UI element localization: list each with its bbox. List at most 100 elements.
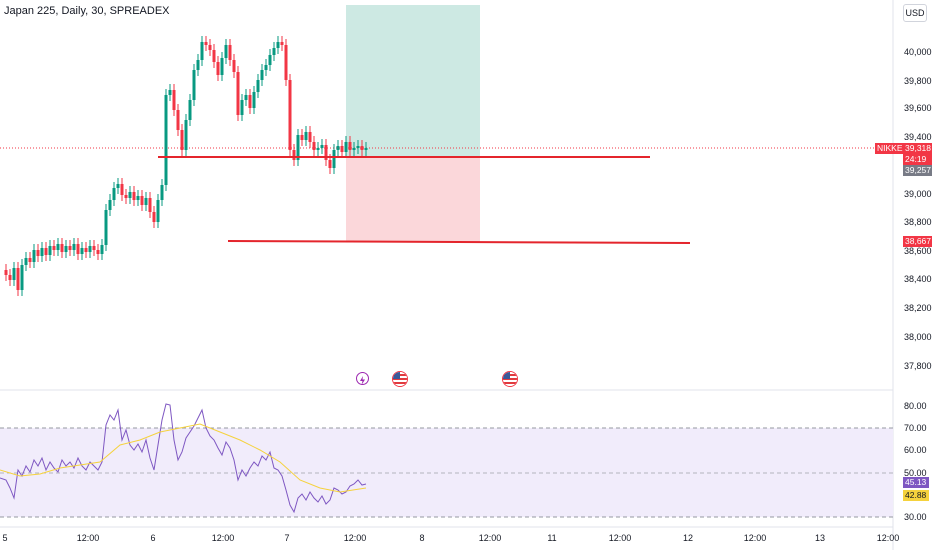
candle-body	[44, 248, 48, 255]
price-axis-label: 38,000	[904, 332, 932, 342]
candle-body	[264, 65, 268, 70]
time-axis-label: 6	[150, 533, 155, 543]
candle-body	[240, 100, 244, 115]
candle-body	[356, 146, 360, 148]
candle-body	[200, 42, 204, 60]
price-axis-label: 38,400	[904, 274, 932, 284]
candle-body	[216, 62, 220, 75]
candle-body	[100, 245, 104, 254]
time-axis-label: 12	[683, 533, 693, 543]
candle-body	[28, 258, 32, 262]
countdown-tag: 24:19	[903, 154, 932, 165]
time-axis-label: 12:00	[479, 533, 502, 543]
candle-body	[160, 185, 164, 200]
candle-body	[288, 80, 292, 150]
candle-body	[132, 192, 136, 200]
candle-body	[360, 146, 364, 150]
candle-body	[88, 246, 92, 252]
candlestick-series[interactable]	[4, 36, 368, 296]
candle-body	[236, 72, 240, 115]
time-axis-label: 13	[815, 533, 825, 543]
rsi-axis[interactable]: 80.00 70.00 60.00 50.00 30.00	[904, 401, 927, 522]
candle-body	[148, 198, 152, 212]
candle-body	[96, 250, 100, 254]
candle-body	[92, 246, 96, 250]
candle-body	[104, 210, 108, 245]
candle-body	[184, 120, 188, 150]
target-line[interactable]	[227, 240, 691, 244]
rsi-ma-line	[0, 423, 367, 493]
candle-body	[336, 146, 340, 150]
candle-body	[172, 90, 176, 110]
candle-body	[252, 92, 256, 108]
candle-body	[168, 90, 172, 95]
candle-body	[56, 244, 60, 250]
candle-body	[316, 148, 320, 150]
rsi-axis-label: 80.00	[904, 401, 927, 411]
candle-body	[300, 135, 304, 140]
candle-body	[68, 246, 72, 250]
chart-title[interactable]: Japan 225, Daily, 30, SPREADEX	[4, 5, 170, 17]
currency-button[interactable]: USD	[903, 4, 927, 22]
price-axis-label: 39,000	[904, 189, 932, 199]
candle-body	[232, 60, 236, 72]
candle-body	[188, 100, 192, 120]
candle-body	[364, 148, 368, 150]
price-axis-label: 39,400	[904, 132, 932, 142]
rsi-ma-tag: 42.88	[903, 490, 929, 501]
candle-body	[312, 142, 316, 150]
candle-body	[164, 95, 168, 185]
candle-body	[116, 184, 120, 188]
candle-body	[40, 248, 44, 256]
candle-body	[260, 70, 264, 80]
time-axis[interactable]: 5 12:00 6 12:00 7 12:00 8 12:00 11 12:00 12 12:00 13…	[2, 533, 899, 543]
time-axis-label: 12:00	[77, 533, 100, 543]
price-axis-label: 38,600	[904, 246, 932, 256]
candle-body	[196, 60, 200, 70]
candle-body	[12, 268, 16, 280]
us-flag-icon[interactable]	[392, 371, 408, 387]
price-axis-label: 38,200	[904, 303, 932, 313]
time-axis-label: 12:00	[877, 533, 900, 543]
candle-body	[84, 248, 88, 252]
candle-body	[8, 275, 12, 280]
candle-body	[120, 184, 124, 195]
candle-body	[80, 248, 84, 254]
candle-body	[128, 192, 132, 198]
candle-body	[308, 132, 312, 142]
candle-body	[248, 95, 252, 108]
time-axis-label: 5	[2, 533, 7, 543]
candle-body	[144, 198, 148, 205]
candle-body	[208, 45, 212, 50]
candle-body	[320, 145, 324, 148]
candle-body	[332, 150, 336, 168]
price-axis-label: 38,800	[904, 217, 932, 227]
candle-body	[304, 132, 308, 140]
loss-zone[interactable]	[346, 157, 480, 242]
price-axis[interactable]: 40,000 39,800 39,600 39,400 39,000 38,800 38,6…	[904, 47, 932, 371]
lightning-icon[interactable]	[356, 372, 369, 385]
candle-body	[244, 95, 248, 100]
profit-zone[interactable]	[346, 5, 480, 157]
candle-body	[20, 265, 24, 290]
candle-body	[352, 148, 356, 150]
candle-body	[64, 246, 68, 252]
rsi-line	[0, 403, 367, 514]
candle-body	[140, 196, 144, 205]
time-axis-label: 12:00	[609, 533, 632, 543]
candle-body	[268, 55, 272, 65]
candle-body	[280, 42, 284, 45]
candle-body	[204, 42, 208, 45]
candle-body	[296, 135, 300, 160]
rsi-axis-label: 30.00	[904, 512, 927, 522]
candle-body	[228, 45, 232, 60]
candle-body	[136, 196, 140, 200]
candle-body	[292, 150, 296, 160]
candle-body	[72, 244, 76, 250]
candle-body	[176, 110, 180, 130]
us-flag-icon[interactable]	[502, 371, 518, 387]
symbol-tag: NIKKEI	[875, 143, 907, 154]
time-axis-label: 8	[419, 533, 424, 543]
